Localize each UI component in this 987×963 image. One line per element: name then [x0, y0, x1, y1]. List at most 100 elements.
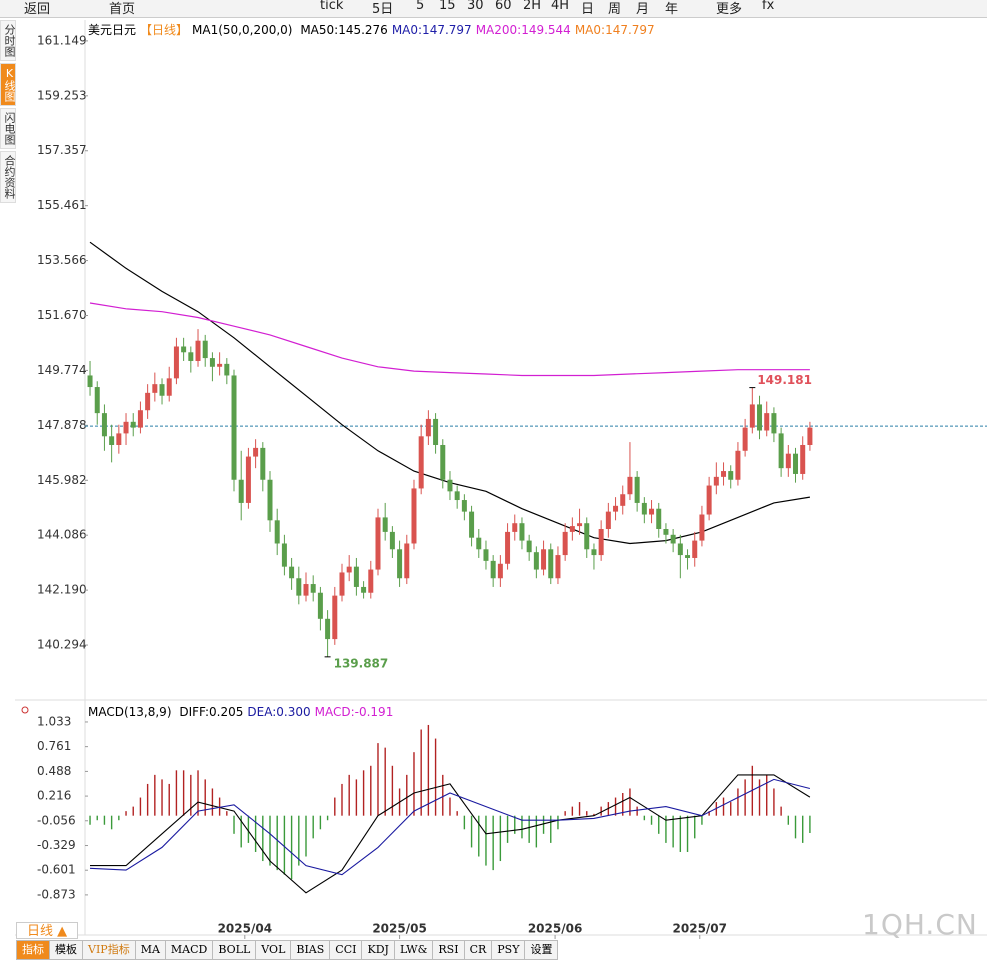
legend-entry: DIFF:0.205 — [179, 705, 244, 719]
candle-body — [577, 523, 583, 527]
y-tick-label: 155.461 — [37, 198, 87, 212]
macd-legend: MACD(13,8,9) DIFF:0.205 DEA:0.300 MACD:-0.… — [88, 705, 397, 719]
toolbar-button[interactable]: 首页 — [109, 2, 136, 17]
x-tick-label: 2025/05 — [372, 922, 426, 936]
candle-body — [749, 404, 755, 428]
indicator-tab[interactable]: LW& — [394, 940, 434, 960]
legend-entry: DEA:0.300 — [247, 705, 311, 719]
candle-body — [303, 584, 309, 596]
candle-body — [497, 563, 503, 579]
candle-body — [123, 421, 129, 434]
toolbar-button[interactable]: 更多 — [716, 2, 743, 17]
candle-body — [656, 508, 662, 530]
candle-body — [159, 384, 165, 396]
indicator-line — [90, 774, 811, 894]
indicator-tab[interactable]: VIP指标 — [83, 940, 136, 960]
indicator-tab[interactable]: MA — [135, 940, 166, 960]
candle-body — [469, 511, 475, 538]
toolbar: 返回 首页 tick 5日 5 15 30 60 2H 4H 日周月年 更多 fx — [0, 0, 987, 18]
toolbar-button[interactable]: 返回 — [24, 2, 51, 17]
candle-body — [519, 523, 525, 541]
candle-body — [130, 421, 136, 428]
candle-body — [217, 363, 223, 367]
toolbar-button[interactable]: 5 — [416, 0, 425, 13]
side-tab[interactable]: 分时图 — [0, 20, 16, 61]
indicator-tab[interactable]: 指标 — [16, 940, 50, 960]
candle-body — [605, 511, 611, 530]
y-tick-label: 153.566 — [37, 253, 87, 267]
watermark: 1QH.CN — [862, 908, 978, 941]
y-tick-label: 144.086 — [37, 528, 87, 542]
indicator-tab[interactable]: BOLL — [213, 940, 257, 960]
candle-body — [778, 433, 784, 469]
candle-body — [274, 520, 280, 544]
toolbar-button[interactable]: 2H — [523, 0, 542, 13]
candle-body — [785, 453, 791, 469]
candle-body — [325, 618, 331, 640]
toolbar-button[interactable]: 年 — [665, 2, 679, 17]
y-tick-label: 151.670 — [37, 308, 87, 322]
toolbar-button[interactable]: 5日 — [372, 2, 394, 17]
candle-body — [281, 543, 287, 567]
candle-body — [541, 549, 547, 570]
candle-body — [483, 549, 489, 561]
y-tick-label: 157.357 — [37, 143, 87, 157]
candle-body — [454, 491, 460, 501]
y-tick-label: 0.216 — [37, 789, 71, 803]
toolbar-button[interactable]: 15 — [439, 0, 456, 13]
toolbar-button[interactable]: fx — [762, 0, 775, 13]
indicator-tab[interactable]: RSI — [433, 940, 465, 960]
candle-body — [375, 517, 381, 570]
candle-body — [533, 552, 539, 570]
toolbar-button[interactable]: tick — [320, 0, 344, 13]
candle-body — [145, 392, 151, 411]
side-tab[interactable]: 闪电图 — [0, 108, 16, 149]
side-tab[interactable]: K线图 — [0, 63, 16, 106]
y-tick-label: 1.033 — [37, 714, 71, 728]
toolbar-button[interactable]: 周 — [608, 2, 622, 17]
candle-body — [418, 436, 424, 489]
indicator-tab[interactable]: MACD — [165, 940, 214, 960]
candle-body — [209, 358, 215, 367]
candle-body — [562, 531, 568, 556]
candle-body — [202, 340, 208, 359]
y-tick-label: 161.149 — [37, 33, 87, 47]
candle-body — [353, 566, 359, 587]
legend-entry: MA200:149.544 — [475, 23, 571, 37]
y-tick-label: 149.774 — [37, 363, 87, 377]
legend-entry: MA50:145.276 — [300, 23, 388, 37]
indicator-tab[interactable]: KDJ — [362, 940, 395, 960]
legend-entry: MACD:-0.191 — [314, 705, 394, 719]
toolbar-button[interactable]: 30 — [467, 0, 484, 13]
candle-body — [800, 444, 806, 474]
indicator-tab[interactable]: 设置 — [525, 940, 559, 960]
y-tick-label: -0.056 — [37, 813, 76, 827]
candle-body — [476, 537, 482, 550]
toolbar-button[interactable]: 60 — [495, 0, 512, 13]
toolbar-button[interactable]: 4H — [551, 0, 570, 13]
candle-body — [152, 384, 158, 393]
indicator-tab[interactable]: CR — [464, 940, 493, 960]
candle-body — [685, 555, 691, 558]
indicator-label: MA1(50,0,200,0) — [192, 23, 293, 37]
macd-title: MACD(13,8,9) — [88, 705, 172, 719]
candle-body — [490, 560, 496, 579]
period-selector[interactable]: 日线 ▲ — [16, 922, 78, 939]
candle-body — [447, 479, 453, 492]
side-tab[interactable]: 合约资料 — [0, 151, 16, 203]
indicator-tab[interactable]: CCI — [330, 940, 363, 960]
toolbar-button[interactable]: 月 — [636, 2, 650, 17]
candle-body — [101, 413, 107, 437]
candle-body — [188, 352, 194, 361]
indicator-tab[interactable]: VOL — [256, 940, 292, 960]
toolbar-button[interactable]: 日 — [581, 2, 595, 17]
candle-body — [670, 534, 676, 544]
indicator-tab[interactable]: PSY — [492, 940, 526, 960]
indicator-tab[interactable]: BIAS — [291, 940, 331, 960]
price-legend: 美元日元 【日线】 MA1(50,0,200,0) MA50:145.276 MA0:… — [88, 21, 659, 38]
indicator-tab[interactable]: 模板 — [50, 940, 83, 960]
bottom-bar: 日线 ▲ 指标 模板 VIP指标 MA MACD BOLL VOL BIAS CCI KDJ LW&… — [0, 922, 987, 963]
candle-body — [757, 404, 763, 431]
candle-body — [87, 375, 93, 388]
